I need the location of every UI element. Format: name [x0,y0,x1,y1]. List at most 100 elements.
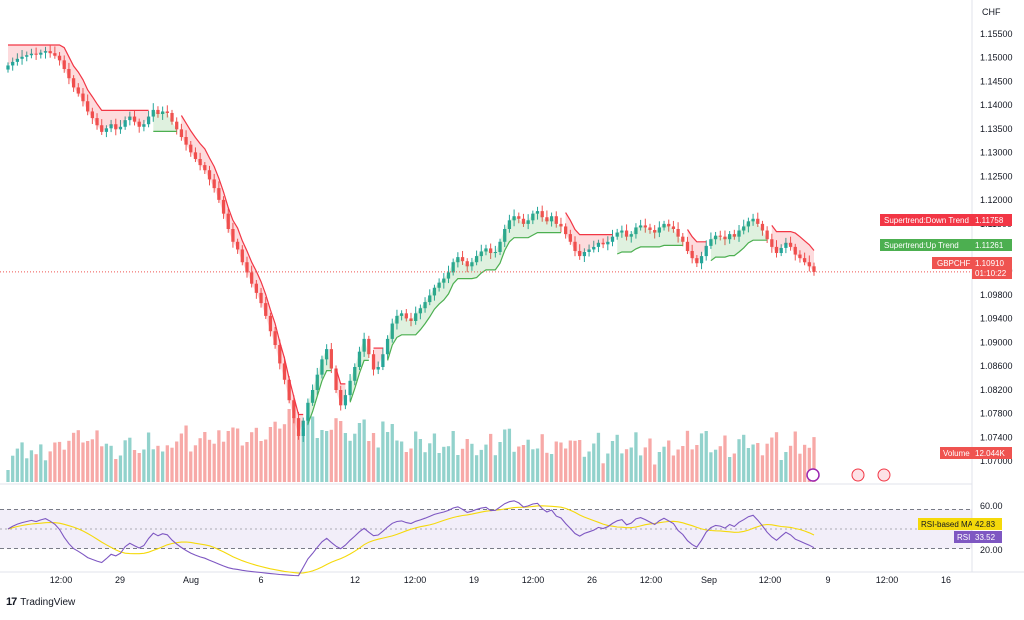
volume-bar [264,439,268,482]
candle-body [53,53,57,56]
volume-bar [723,435,727,482]
candle-body [357,351,362,367]
volume-bar [306,415,310,482]
candle-body [67,69,71,79]
candle-body [137,121,141,127]
candle-body [381,354,385,367]
candle-body [254,283,259,293]
volume-bar [681,446,685,482]
volume-bar [456,455,460,482]
volume-bar [315,438,319,482]
rsi-value-box [972,531,1002,543]
candle-body [549,216,554,222]
volume-bar [601,463,605,482]
supertrend-up-value-text: 1.11261 [975,241,1004,250]
volume-bar [81,442,85,482]
volume-bar [545,452,549,482]
candle-body [474,256,479,263]
candle-body [371,354,376,370]
candle-body [367,338,371,355]
volume-bar [465,439,469,482]
candle-body [446,272,451,279]
volume-bar [756,443,760,482]
rsi-value-text: 33.52 [975,533,996,542]
event-flag-icon[interactable] [877,468,891,482]
candle-body [175,121,179,130]
volume-bar [390,424,394,482]
volume-bar [474,455,479,482]
volume-bar [414,431,418,482]
volume-bar [648,438,652,482]
candle-body [512,216,516,221]
volume-bar [221,441,226,482]
volume-bar [259,441,263,482]
candle-body [643,225,647,228]
volume-bar [643,447,647,482]
candle-body [86,101,90,112]
supertrend-up-label-text: Supertrend:Up Trend [884,241,959,250]
price-tick-label: 1.13000 [980,148,1013,158]
candle-body [540,211,544,218]
volume-bar [179,433,184,482]
volume-bar [653,464,657,482]
candle-body [788,242,793,247]
volume-bar [367,441,371,482]
volume-bar [493,455,497,482]
lightning-icon[interactable] [806,468,820,482]
price-tick-label: 1.15000 [980,53,1013,63]
volume-bar [371,433,376,482]
currency-label: CHF [982,7,1001,17]
volume-bar [531,449,535,482]
volume-bar [48,451,52,482]
volume-bar [428,443,432,482]
candle-body [587,249,591,252]
price-tick-label: 1.08200 [980,385,1013,395]
supertrend-down-fill [373,348,383,370]
candle-body [563,226,568,235]
volume-bar [742,434,746,482]
volume-bar [217,430,221,482]
candle-body [62,60,66,70]
candle-body [704,245,708,257]
supertrend-down-line [180,115,304,416]
volume-bar [198,438,202,482]
last-price-text: 1.10910 [975,259,1004,268]
candle-body [123,120,127,127]
candle-body [802,258,807,263]
candle-body [179,129,184,137]
volume-bar [498,442,502,482]
volume-bar [676,449,680,482]
candle-body [231,229,235,242]
candle-body [353,367,357,381]
time-tick-label: 19 [469,575,479,585]
price-tick-label: 1.09800 [980,290,1013,300]
rsi-ma-label-text: RSI-based MA [921,520,974,529]
candle-body [470,262,474,267]
volume-bar [399,441,404,482]
candle-body [128,116,132,121]
event-flag-icon[interactable] [851,468,865,482]
tradingview-watermark[interactable]: 17 TradingView [6,596,75,608]
candle-body [114,124,118,130]
volume-bar [109,445,113,482]
supertrend-up-value-box [972,239,1012,251]
volume-bar [568,440,572,482]
volume-bar [226,431,230,482]
volume-bar [114,459,118,482]
volume-bar [325,431,329,482]
volume-bar [207,439,212,482]
volume-bar [718,446,722,482]
price-tick-label: 1.09000 [980,337,1013,347]
volume-bar [142,449,146,482]
candle-body [493,252,497,254]
candle-body [39,52,43,55]
rsi-ma-label-box [918,518,972,530]
volume-bar [418,439,423,482]
volume-bar [348,440,352,482]
candle-body [235,241,240,250]
volume-bar [512,451,516,482]
candle-body [671,226,676,229]
candle-body [751,218,755,222]
